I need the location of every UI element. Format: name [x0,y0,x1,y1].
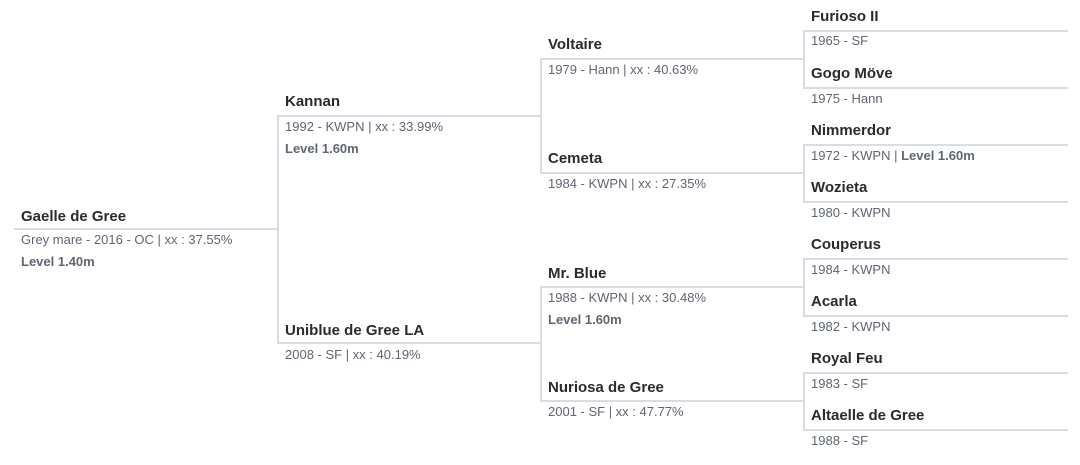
ancestor-details: 1975 - Hann [811,91,883,106]
connector-line [540,286,805,288]
ancestor-details: 1984 - KWPN [811,262,891,277]
horse-name-subject[interactable]: Gaelle de Gree [21,208,127,225]
sire-name[interactable]: Kannan [285,93,341,110]
horse-level-subject: Level 1.40m [21,254,95,269]
connector-line [277,115,279,343]
connector-line [540,172,805,174]
dam-details: 2008 - SF | xx : 40.19% [285,347,421,362]
connector-line [803,87,1068,89]
connector-line [803,144,805,201]
ancestor-details: 1980 - KWPN [811,205,891,220]
ancestor-name[interactable]: Nimmerdor [811,122,892,139]
ancestor-level: Level 1.60m [901,148,975,163]
connector-line [803,144,1068,146]
connector-line [803,201,1068,203]
connector-line [803,372,1068,374]
connector-line [277,115,542,117]
grandsire-maternal-details: 1988 - KWPN | xx : 30.48% [548,290,706,305]
ancestor-details: 1972 - KWPN | Level 1.60m [811,148,975,164]
ancestor-details: 1983 - SF [811,376,869,391]
dam-name[interactable]: Uniblue de Gree LA [285,322,425,339]
ancestor-details-text: 1972 - KWPN | [811,148,902,163]
ancestor-details: 1982 - KWPN [811,319,891,334]
sire-level: Level 1.60m [285,141,359,156]
sire-details: 1992 - KWPN | xx : 33.99% [285,119,443,134]
ancestor-name[interactable]: Acarla [811,293,857,310]
connector-line [540,400,805,402]
connector-line [803,258,805,315]
ancestor-name[interactable]: Furioso II [811,8,879,25]
grandsire-paternal-details: 1979 - Hann | xx : 40.63% [548,62,699,77]
connector-line [14,228,278,230]
ancestor-details: 1988 - SF [811,433,869,448]
ancestor-name[interactable]: Royal Feu [811,350,883,367]
connector-line [540,58,542,173]
grandsire-maternal-level: Level 1.60m [548,312,622,327]
granddam-maternal-name[interactable]: Nuriosa de Gree [548,379,664,396]
connector-line [803,30,805,87]
granddam-maternal-details: 2001 - SF | xx : 47.77% [548,404,684,419]
connector-line [803,429,1068,431]
grandsire-maternal-name[interactable]: Mr. Blue [548,265,607,282]
granddam-paternal-details: 1984 - KWPN | xx : 27.35% [548,176,706,191]
ancestor-name[interactable]: Wozieta [811,179,868,196]
granddam-paternal-name[interactable]: Cemeta [548,150,603,167]
horse-details-subject: Grey mare - 2016 - OC | xx : 37.55% [21,232,233,247]
connector-line [803,258,1068,260]
ancestor-name[interactable]: Gogo Möve [811,65,893,82]
ancestor-details: 1965 - SF [811,33,869,48]
connector-line [803,315,1068,317]
connector-line [540,58,805,60]
ancestor-name[interactable]: Altaelle de Gree [811,407,925,424]
grandsire-paternal-name[interactable]: Voltaire [548,36,602,53]
connector-line [277,342,542,344]
connector-line [803,30,1068,32]
connector-line [803,372,805,429]
connector-line [540,286,542,401]
ancestor-name[interactable]: Couperus [811,236,882,253]
